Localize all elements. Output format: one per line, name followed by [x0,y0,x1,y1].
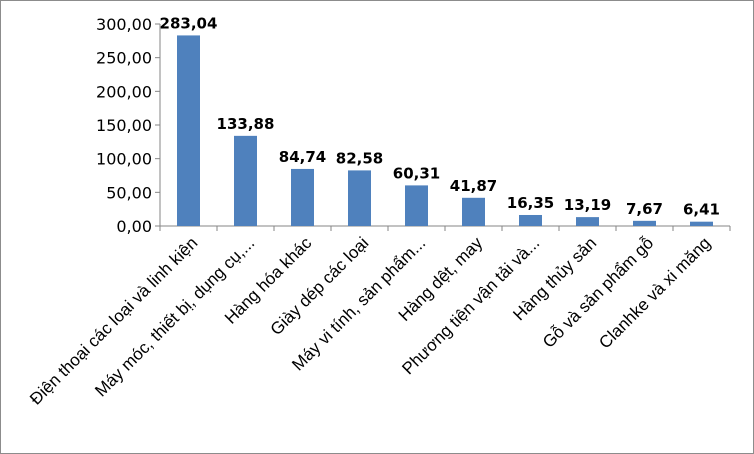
data-label: 7,67 [626,200,663,218]
data-label: 133,88 [217,115,275,133]
bars [177,35,713,226]
bar [348,170,371,226]
category-label: Gỗ và sản phẩm gỗ [539,233,657,351]
y-tick-label: 250,00 [96,49,152,68]
y-axis: 0,00 50,00 100,00 150,00 200,00 250,00 300,00 [96,15,731,236]
data-label: 84,74 [279,148,326,166]
y-tick-label: 300,00 [96,15,152,34]
data-label: 41,87 [450,177,497,195]
bar [633,220,656,226]
bar [690,221,713,226]
data-label: 60,31 [393,164,440,182]
bar [405,185,428,226]
category-label: Clanhke và xi măng [595,233,714,352]
bar [462,197,485,226]
data-label: 82,58 [336,149,383,167]
data-label: 283,04 [160,14,218,32]
category-label: Giày dép các loại [267,233,373,339]
bar [234,135,257,226]
y-tick-label: 50,00 [106,183,152,202]
y-tick-label: 100,00 [96,150,152,169]
data-label: 6,41 [683,201,720,219]
bar [291,168,314,226]
bar [177,35,200,226]
bar [576,217,599,226]
bar [519,214,542,226]
data-label: 16,35 [507,194,554,212]
y-tick-label: 200,00 [96,82,152,101]
data-label: 13,19 [564,196,611,214]
y-tick-label: 0,00 [116,217,152,236]
y-tick-label: 150,00 [96,116,152,135]
